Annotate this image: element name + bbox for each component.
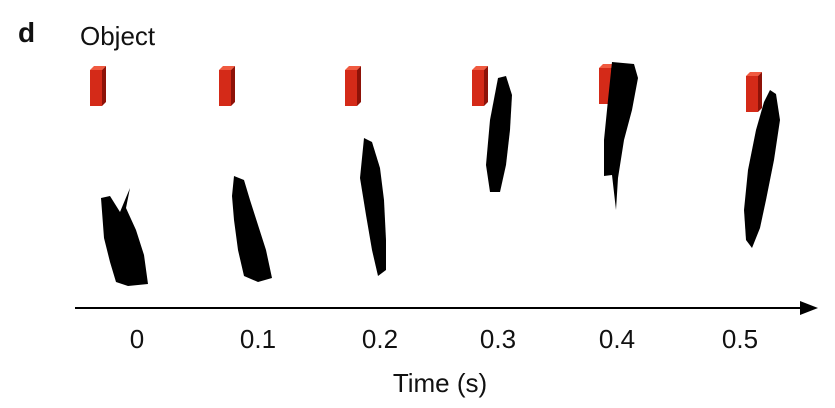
time-tick-label: 0 bbox=[130, 324, 144, 354]
object-blocks bbox=[90, 64, 762, 112]
panel-title: Object bbox=[80, 21, 156, 51]
time-tick-label: 0.3 bbox=[480, 324, 516, 354]
time-tick-label: 0.2 bbox=[362, 324, 398, 354]
hand-silhouettes bbox=[101, 62, 780, 286]
time-tick-label: 0.1 bbox=[240, 324, 276, 354]
time-tick-label: 0.5 bbox=[722, 324, 758, 354]
time-tick-label: 0.4 bbox=[599, 324, 635, 354]
panel-label: d bbox=[18, 17, 35, 48]
axis-label: Time (s) bbox=[393, 368, 487, 398]
axis-arrowhead bbox=[800, 301, 818, 315]
